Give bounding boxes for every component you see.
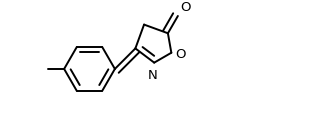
- Text: O: O: [175, 48, 185, 61]
- Text: N: N: [147, 69, 157, 82]
- Text: O: O: [180, 1, 191, 14]
